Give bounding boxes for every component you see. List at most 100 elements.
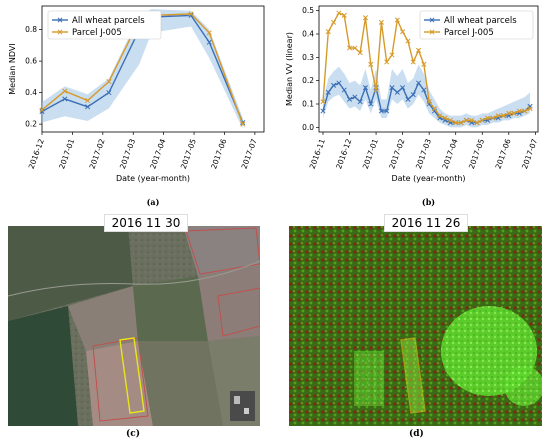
data-point (85, 104, 91, 110)
chart-a: 0.2 0.4 0.6 0.8 2016-12 2017-01 2017-02 2017-03… (8, 5, 265, 207)
series-line (322, 81, 531, 124)
sar-image (289, 226, 542, 426)
data-point (352, 94, 358, 100)
x-tick-label: 2017-05 (467, 137, 486, 170)
data-point (410, 59, 416, 65)
data-point (352, 45, 358, 51)
y-tick-label: 0.4 (302, 30, 314, 39)
data-point (442, 115, 448, 121)
data-point (384, 59, 390, 65)
legend-label: All wheat parcels (444, 16, 517, 26)
data-point (421, 87, 427, 93)
data-point (405, 96, 411, 102)
data-point (405, 38, 411, 44)
series-band (42, 9, 243, 129)
x-tick-label: 2016-12 (27, 137, 46, 170)
data-point (400, 85, 406, 91)
data-point (447, 117, 453, 123)
x-tick-label: 2017-06 (209, 137, 228, 170)
data-point (325, 89, 331, 95)
x-tick-label: 2017-07 (240, 137, 259, 170)
data-point (346, 45, 353, 51)
data-point (415, 47, 422, 53)
data-point (39, 107, 45, 113)
data-point (522, 108, 528, 114)
data-point (188, 11, 194, 17)
y-tick-label: 0.0 (302, 123, 314, 132)
y-axis-title: Median VV (linear) (285, 32, 294, 106)
legend-label: Parcel J-005 (72, 28, 122, 38)
data-point (511, 110, 517, 116)
data-point (463, 117, 469, 123)
legend-box (47, 10, 162, 40)
data-point (320, 99, 326, 105)
data-point (39, 108, 45, 115)
y-tick-label: 0.3 (302, 53, 314, 62)
image-d-title: 2016 11 26 (384, 214, 468, 232)
data-point (506, 110, 512, 116)
data-point (320, 108, 326, 114)
data-point (331, 19, 337, 25)
data-point (527, 106, 533, 112)
data-point (362, 15, 369, 21)
data-point (362, 85, 369, 91)
data-point (62, 88, 68, 94)
x-tick-label: 2016-12 (334, 137, 353, 170)
x-tick-label: 2017-02 (88, 137, 107, 170)
legend-marker (429, 29, 435, 35)
data-point (474, 120, 480, 126)
data-point (373, 87, 379, 93)
y-tick-label: 0.4 (25, 88, 37, 97)
data-point (357, 99, 363, 105)
data-point (410, 92, 416, 98)
legend-label: All wheat parcels (72, 16, 145, 26)
data-point (368, 61, 374, 67)
caption-c: (c) (126, 429, 140, 439)
caption-d: (d) (409, 429, 424, 439)
data-point (325, 29, 331, 35)
data-point (394, 89, 400, 95)
data-point (394, 17, 400, 23)
data-point (453, 120, 459, 126)
y-tick-label: 0.8 (25, 25, 37, 34)
image-c-title: 2016 11 30 (104, 214, 188, 232)
data-point (389, 52, 395, 58)
x-tick-label: 2017-01 (361, 137, 380, 170)
data-point (378, 108, 384, 114)
data-point (206, 30, 212, 36)
data-point (389, 85, 395, 91)
data-point (240, 121, 246, 127)
legend-marker (57, 17, 63, 23)
y-tick-label: 0.1 (302, 100, 314, 109)
x-tick-label: 2016-11 (308, 137, 327, 170)
data-point (479, 117, 485, 123)
data-point (336, 80, 342, 86)
legend-marker (429, 17, 435, 23)
data-point (106, 90, 112, 96)
data-point (341, 12, 347, 18)
x-axis-title: Date (year-month) (116, 174, 190, 183)
data-point (400, 29, 406, 35)
x-tick-label: 2017-04 (440, 137, 459, 170)
x-tick-label: 2017-06 (494, 137, 513, 170)
data-point (378, 19, 384, 25)
data-point (500, 113, 507, 119)
data-point (341, 87, 347, 93)
data-point (421, 61, 427, 67)
data-point (469, 117, 475, 123)
legend-marker (57, 29, 63, 35)
y-axis-title: Median NDVI (8, 43, 17, 94)
y-tick-label: 0.2 (302, 76, 314, 85)
y-tick-label: 0.6 (25, 57, 37, 66)
data-point (485, 115, 491, 121)
data-point (490, 115, 496, 121)
legend-box (419, 10, 534, 40)
caption: (b) (422, 197, 435, 207)
data-point (495, 113, 501, 119)
caption: (a) (147, 197, 160, 207)
satellite-rgb-image (8, 226, 260, 426)
data-point (384, 108, 390, 114)
x-tick-label: 2017-02 (387, 137, 406, 170)
data-point (458, 120, 464, 126)
data-point (426, 99, 432, 105)
